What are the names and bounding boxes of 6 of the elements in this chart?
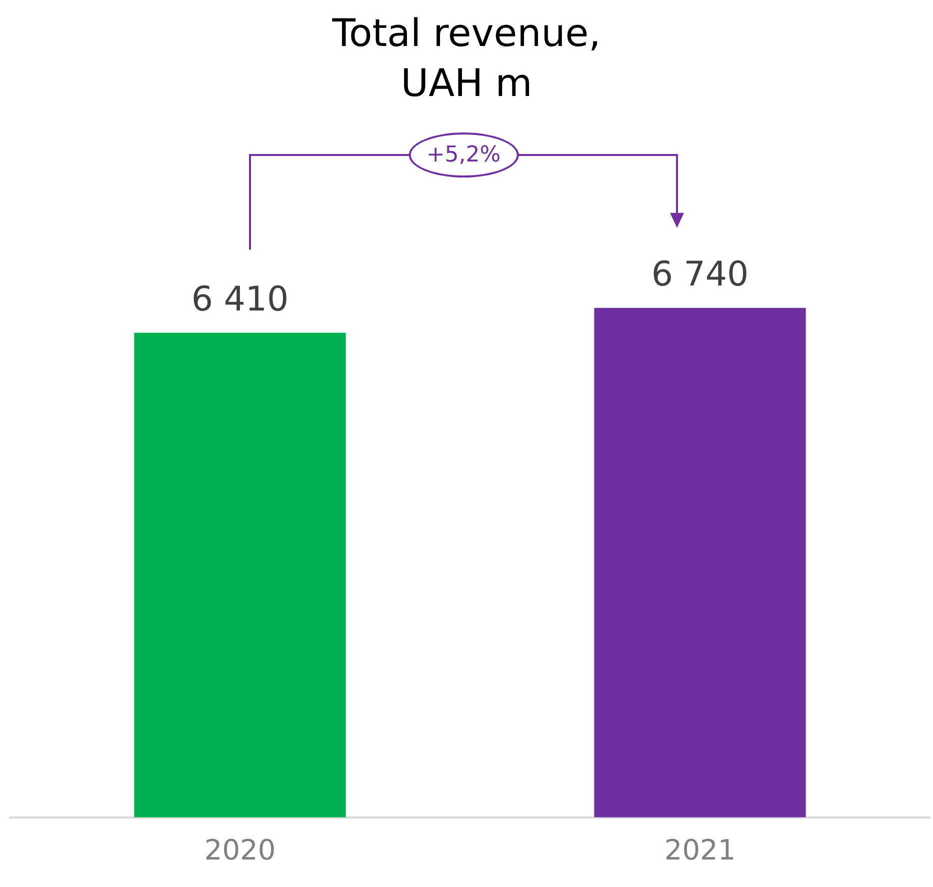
data-label: 6 740 bbox=[651, 254, 749, 295]
data-label: 6 410 bbox=[191, 280, 289, 320]
chart-title: Total revenue, UAH m bbox=[331, 10, 602, 107]
x-tick-label: 2020 bbox=[204, 833, 276, 866]
x-tick-label: 2021 bbox=[664, 833, 736, 866]
text: +5,2% bbox=[408, 132, 519, 178]
